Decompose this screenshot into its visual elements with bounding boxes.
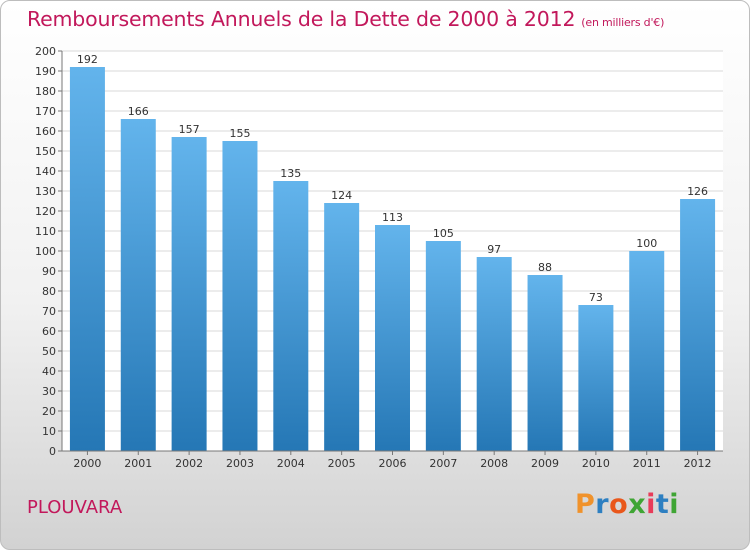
y-tick-label: 140: [35, 165, 56, 178]
y-tick-label: 110: [35, 225, 56, 238]
bar: [69, 67, 105, 451]
data-label: 124: [331, 189, 352, 202]
chart-subtitle: (en milliers d'€): [581, 16, 665, 29]
title-text: Remboursements Annuels de la Dette de 20…: [27, 7, 576, 31]
y-tick-label: 120: [35, 205, 56, 218]
y-tick-label: 20: [42, 405, 56, 418]
y-tick-label: 30: [42, 385, 56, 398]
y-tick-label: 70: [42, 305, 56, 318]
y-tick-label: 40: [42, 365, 56, 378]
y-tick-label: 50: [42, 345, 56, 358]
x-tick-label: 2000: [73, 457, 101, 470]
x-tick-label: 2002: [175, 457, 203, 470]
chart-title: Remboursements Annuels de la Dette de 20…: [27, 7, 664, 31]
data-label: 105: [433, 227, 454, 240]
y-tick-label: 0: [49, 445, 56, 458]
proxiti-logo: Proxiti: [575, 489, 679, 520]
data-label: 155: [229, 127, 250, 140]
y-tick-label: 130: [35, 185, 56, 198]
data-label: 135: [280, 167, 301, 180]
x-tick-label: 2009: [531, 457, 559, 470]
y-tick-label: 200: [35, 45, 56, 58]
y-tick-label: 180: [35, 85, 56, 98]
bar: [425, 241, 461, 451]
x-tick-label: 2006: [379, 457, 407, 470]
y-tick-label: 150: [35, 145, 56, 158]
data-label: 166: [128, 105, 149, 118]
y-tick-label: 90: [42, 265, 56, 278]
x-tick-label: 2011: [633, 457, 661, 470]
logo-letter: i: [669, 489, 680, 520]
bar: [680, 199, 716, 451]
bar: [273, 181, 309, 451]
data-label: 97: [487, 243, 501, 256]
y-tick-label: 100: [35, 245, 56, 258]
x-tick-label: 2005: [328, 457, 356, 470]
logo-letter: x: [628, 489, 647, 520]
bar: [476, 257, 512, 451]
data-label: 100: [636, 237, 657, 250]
commune-name: PLOUVARA: [27, 497, 123, 518]
x-tick-label: 2007: [429, 457, 457, 470]
bar: [375, 225, 410, 451]
data-label: 73: [589, 291, 603, 304]
bar: [120, 119, 156, 451]
data-label: 192: [77, 53, 98, 66]
bar: [578, 305, 614, 451]
y-tick-label: 160: [35, 125, 56, 138]
x-tick-label: 2001: [124, 457, 152, 470]
logo-letter: i: [646, 489, 656, 520]
logo-letter: o: [609, 489, 629, 520]
x-tick-label: 2012: [684, 457, 712, 470]
bar: [324, 203, 360, 451]
x-tick-label: 2003: [226, 457, 254, 470]
y-tick-label: 10: [42, 425, 56, 438]
bar: [527, 275, 563, 451]
x-tick-label: 2004: [277, 457, 305, 470]
data-label: 157: [179, 123, 200, 136]
bar: [629, 251, 665, 451]
x-tick-label: 2008: [480, 457, 508, 470]
logo-letter: t: [655, 489, 670, 520]
logo-letter: r: [595, 489, 610, 520]
data-label: 88: [538, 261, 552, 274]
y-tick-label: 190: [35, 65, 56, 78]
data-label: 113: [382, 211, 403, 224]
data-label: 126: [687, 185, 708, 198]
y-tick-label: 60: [42, 325, 56, 338]
y-tick-label: 80: [42, 285, 56, 298]
x-tick-label: 2010: [582, 457, 610, 470]
logo-letter: P: [575, 489, 596, 520]
bar: [171, 137, 207, 451]
bar: [222, 141, 258, 451]
y-tick-label: 170: [35, 105, 56, 118]
